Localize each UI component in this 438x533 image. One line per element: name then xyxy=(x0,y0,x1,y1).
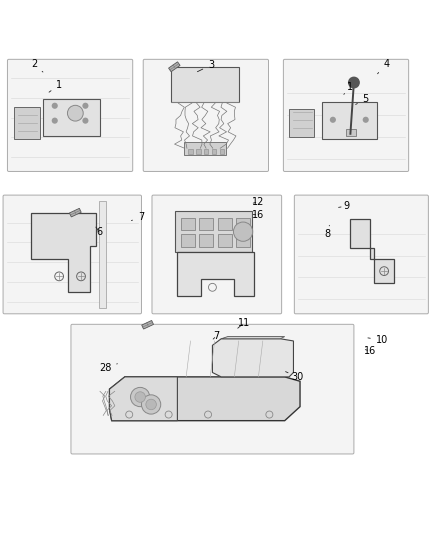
Text: 5: 5 xyxy=(356,94,369,104)
FancyBboxPatch shape xyxy=(294,195,428,314)
Bar xyxy=(171,67,239,102)
FancyBboxPatch shape xyxy=(152,195,282,314)
Bar xyxy=(236,235,250,247)
Text: 7: 7 xyxy=(213,330,220,341)
Text: 1: 1 xyxy=(344,82,353,94)
FancyBboxPatch shape xyxy=(143,59,268,172)
Bar xyxy=(184,142,226,155)
Text: 10: 10 xyxy=(368,335,388,345)
Polygon shape xyxy=(70,208,81,217)
Bar xyxy=(212,149,216,154)
Text: 16: 16 xyxy=(364,346,376,356)
Bar xyxy=(175,211,252,252)
Text: 12: 12 xyxy=(252,197,265,207)
Bar xyxy=(218,235,232,247)
Text: 9: 9 xyxy=(339,201,350,211)
Bar xyxy=(218,217,232,230)
Text: 28: 28 xyxy=(99,363,117,373)
Circle shape xyxy=(82,118,88,124)
Text: 4: 4 xyxy=(378,59,389,74)
Polygon shape xyxy=(169,62,180,72)
Polygon shape xyxy=(221,336,285,339)
FancyBboxPatch shape xyxy=(283,59,409,172)
Polygon shape xyxy=(110,377,177,421)
Polygon shape xyxy=(177,252,254,296)
Text: 30: 30 xyxy=(286,372,303,382)
Polygon shape xyxy=(142,320,153,329)
Text: 7: 7 xyxy=(131,213,144,222)
Circle shape xyxy=(52,118,58,124)
FancyBboxPatch shape xyxy=(3,195,141,314)
Bar xyxy=(199,217,213,230)
FancyBboxPatch shape xyxy=(71,324,354,454)
Bar xyxy=(289,109,314,138)
Circle shape xyxy=(141,395,161,414)
Circle shape xyxy=(131,387,150,407)
Circle shape xyxy=(82,103,88,109)
FancyBboxPatch shape xyxy=(7,59,133,172)
Polygon shape xyxy=(31,213,96,292)
Bar xyxy=(14,107,40,140)
Text: 11: 11 xyxy=(238,318,251,328)
Bar xyxy=(204,149,208,154)
Circle shape xyxy=(330,117,336,123)
Bar xyxy=(181,217,195,230)
Circle shape xyxy=(135,392,145,402)
Bar xyxy=(236,217,250,230)
Polygon shape xyxy=(212,339,293,377)
Bar xyxy=(188,149,193,154)
Circle shape xyxy=(67,106,83,121)
Polygon shape xyxy=(110,377,300,421)
Text: 6: 6 xyxy=(96,227,103,237)
Bar xyxy=(196,149,201,154)
Text: 16: 16 xyxy=(252,210,265,220)
Polygon shape xyxy=(350,220,394,283)
Bar xyxy=(322,102,377,140)
Circle shape xyxy=(52,103,58,109)
Text: 3: 3 xyxy=(198,60,214,71)
Bar xyxy=(220,149,224,154)
Circle shape xyxy=(146,399,156,410)
Bar xyxy=(181,235,195,247)
Bar xyxy=(43,99,100,136)
Circle shape xyxy=(363,117,369,123)
Text: 1: 1 xyxy=(49,80,62,92)
Bar xyxy=(346,128,356,136)
Text: 2: 2 xyxy=(31,59,43,72)
Bar xyxy=(199,235,213,247)
Circle shape xyxy=(349,77,359,88)
Text: 8: 8 xyxy=(325,225,331,239)
Bar xyxy=(99,201,106,308)
Circle shape xyxy=(233,222,253,241)
